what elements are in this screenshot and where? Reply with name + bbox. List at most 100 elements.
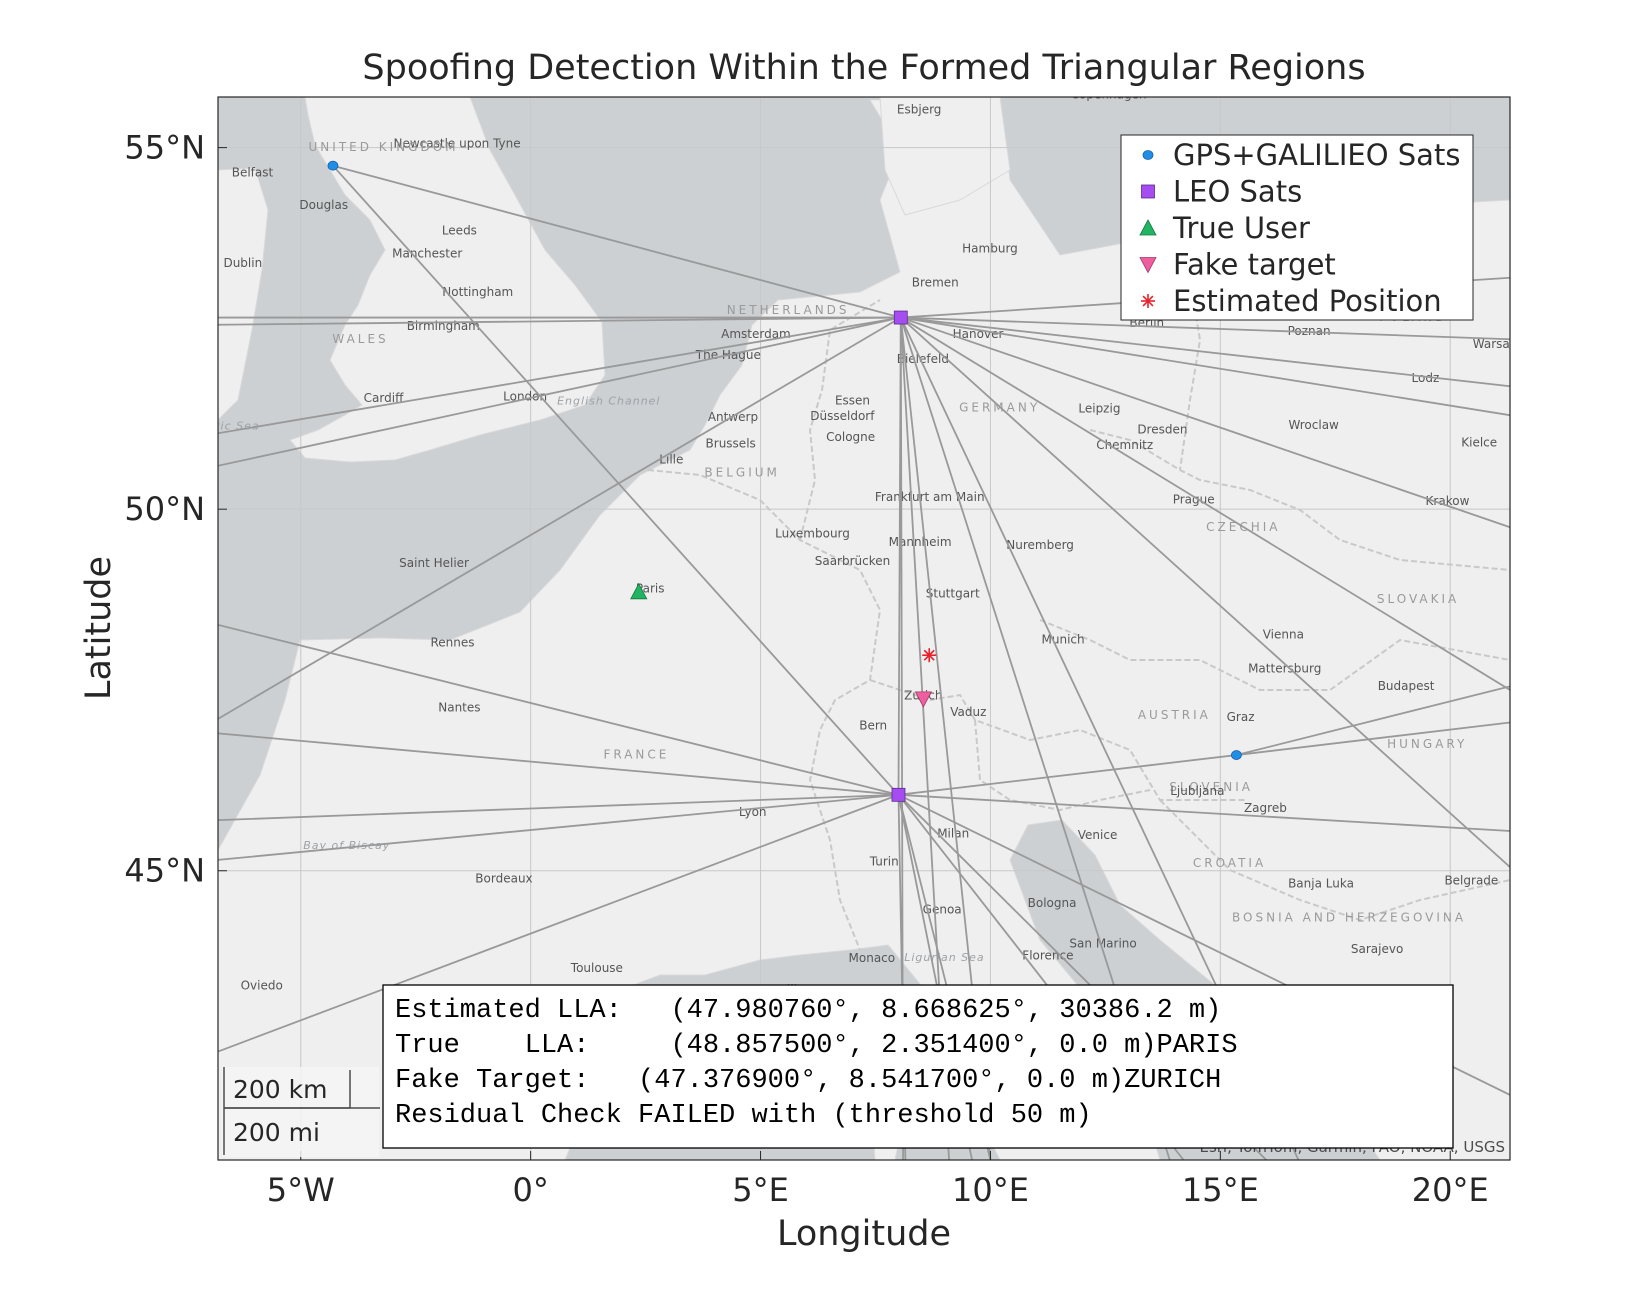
annotation-line-residual: Residual Check FAILED with (threshold 50…	[395, 1101, 1092, 1131]
map-label-douglas: Douglas	[299, 198, 348, 212]
map-label-bielefeld: Bielefeld	[897, 352, 949, 366]
map-label-wales: WALES	[332, 332, 388, 346]
legend-label-fake-target: Fake target	[1173, 248, 1336, 282]
connection-line	[218, 316, 901, 435]
map-label-san-marino: San Marino	[1069, 936, 1136, 950]
legend-marker-fake-target-shape	[1139, 257, 1157, 274]
connection-line	[900, 316, 1510, 341]
map-label-toulouse: Toulouse	[570, 961, 623, 975]
border-balkans	[1159, 799, 1510, 922]
marker-fake-target-shape	[914, 691, 933, 708]
x-tick-label: 15°E	[1182, 1171, 1259, 1209]
land-great-britain	[289, 97, 606, 463]
connection-line	[898, 754, 1237, 796]
marker-fake-target	[914, 691, 933, 708]
connection-line	[218, 793, 899, 861]
connection-line	[218, 793, 899, 822]
legend-box	[1120, 134, 1474, 321]
x-tick-label: 0°	[512, 1171, 548, 1209]
map-label-london: London	[503, 390, 547, 404]
marker-gps-galilieo-sats-shape	[1231, 750, 1242, 760]
marker-gps-galilieo-sats	[1231, 750, 1242, 760]
connection-line	[218, 316, 902, 720]
map-label-nantes: Nantes	[438, 701, 480, 715]
map-label-zagreb: Zagreb	[1244, 801, 1287, 815]
x-tick-label: 20°E	[1412, 1171, 1489, 1209]
map-label-cardiff: Cardiff	[364, 391, 404, 405]
border-ch-at	[869, 679, 1245, 801]
legend-label-leo-sats: LEO Sats	[1173, 175, 1302, 209]
marker-true-user-shape	[630, 582, 648, 600]
marker-estimated-position-stroke	[923, 649, 935, 661]
legend-marker-gps-galilieo-sats	[1142, 150, 1154, 160]
x-axis-label: Longitude	[777, 1214, 951, 1254]
country-borders	[647, 279, 1510, 951]
connection-line	[1236, 685, 1510, 756]
x-tick-label: 5°E	[732, 1171, 789, 1209]
map-label-belfast: Belfast	[232, 166, 274, 180]
legend-label-estimated-position: Estimated Position	[1173, 284, 1442, 318]
marker-gps-galilieo-sats-shape	[327, 160, 339, 171]
map-label-krakow: Krakow	[1426, 494, 1470, 508]
connection-line	[897, 317, 902, 795]
map-label-dublin: Dublin	[223, 256, 262, 270]
land-ireland	[218, 167, 269, 421]
markers	[327, 160, 1242, 802]
map-label-lodz: Lodz	[1412, 371, 1440, 385]
map-label-bordeaux: Bordeaux	[475, 871, 532, 885]
map-label-cologne: Cologne	[826, 430, 875, 444]
map-label-venice: Venice	[1078, 828, 1118, 842]
border-fr-be-de	[647, 469, 882, 951]
map-label-monaco: Monaco	[849, 951, 896, 965]
marker-leo-sats-shape	[893, 310, 908, 325]
connection-line	[218, 316, 901, 467]
map-label-rennes: Rennes	[430, 636, 474, 650]
map-label-bremen: Bremen	[912, 275, 959, 289]
map-label-ligurian-sea: Ligurian Sea	[904, 951, 984, 964]
map-label-hungary: HUNGARY	[1387, 737, 1467, 751]
connection-line	[900, 316, 1510, 529]
annotation-background	[382, 984, 1454, 1149]
y-axis-label: Latitude	[79, 556, 119, 700]
map-label-vienna: Vienna	[1263, 628, 1304, 642]
y-tick-labels: 55°N 50°N 45°N	[124, 129, 227, 890]
border-it	[974, 719, 1151, 812]
border-cz-at	[1039, 619, 1510, 691]
map-label-genoa: Genoa	[923, 902, 962, 916]
map-label-slovakia: SLOVAKIA	[1377, 592, 1459, 606]
map-label-united-kingdom: UNITED KINGDOM	[309, 140, 459, 154]
map-label-munich: Munich	[1042, 633, 1085, 647]
map-label-germany: GERMANY	[959, 401, 1040, 415]
scale-bar-km-label: 200 km	[233, 1075, 328, 1104]
map-label-belgium: BELGIUM	[704, 466, 779, 480]
map-label-leeds: Leeds	[442, 223, 477, 237]
map-label-manchester: Manchester	[392, 247, 462, 261]
map-label-lille: Lille	[659, 453, 683, 467]
map-label-mannheim: Mannheim	[889, 535, 952, 549]
map-label-netherlands: NETHERLANDS	[727, 303, 850, 317]
map-label-copenhagen: Copenhagen	[1071, 87, 1147, 101]
map-label-oviedo: Oviedo	[241, 978, 283, 992]
map-label-dresden: Dresden	[1137, 422, 1187, 436]
map-label-bosnia-and-herzegovina: BOSNIA AND HERZEGOVINA	[1232, 910, 1466, 924]
connection-line	[332, 165, 900, 796]
map-label-sarajevo: Sarajevo	[1351, 942, 1403, 956]
y-tick-label: 50°N	[124, 490, 205, 528]
map-label-croatia: CROATIA	[1193, 856, 1266, 870]
map-label-turin: Turin	[869, 855, 899, 869]
marker-gps-galilieo-sats	[327, 160, 339, 171]
legend-marker-leo-sats	[1141, 184, 1155, 199]
x-tick-labels: 5°W 0° 5°E 10°E 15°E 20°E	[267, 1151, 1489, 1209]
marker-leo-sats	[893, 310, 908, 325]
map-label-english-channel: English Channel	[557, 394, 660, 407]
marker-leo-sats	[891, 787, 906, 802]
map-label-bern: Bern	[859, 719, 887, 733]
legend-marker-leo-sats-shape	[1141, 184, 1155, 199]
map-label-frankfurt-am-main: Frankfurt am Main	[875, 490, 985, 504]
map-label-saarbr-cken: Saarbrücken	[815, 554, 891, 568]
map-label-luxembourg: Luxembourg	[775, 526, 850, 540]
map-label-nuremberg: Nuremberg	[1006, 538, 1074, 552]
map-label-leipzig: Leipzig	[1078, 401, 1120, 415]
